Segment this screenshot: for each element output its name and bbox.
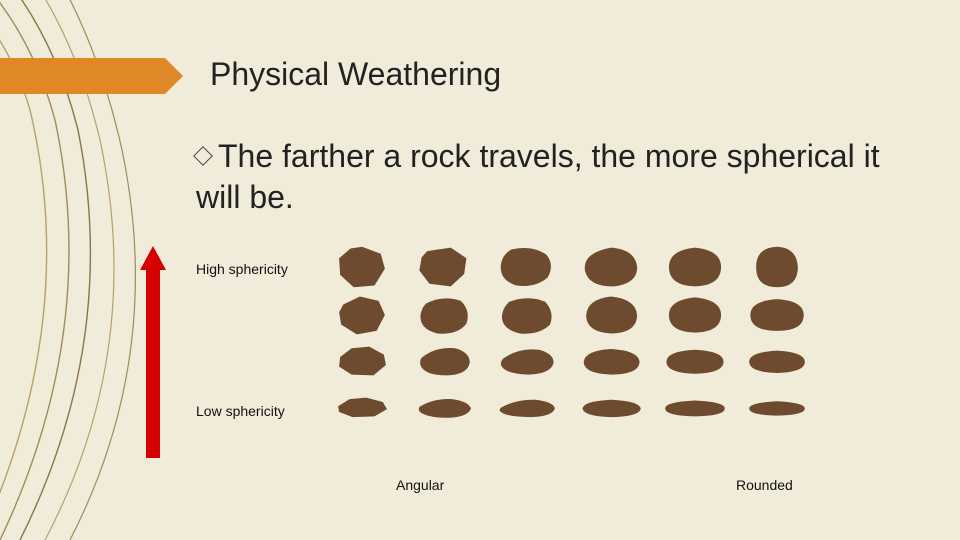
vertical-arrow: [140, 246, 166, 458]
title-banner: [0, 58, 165, 94]
rock-shard-angular: [336, 389, 388, 425]
rock-blob-rough: [496, 245, 556, 289]
arrow-head-icon: [140, 246, 166, 270]
rock-flat-mid: [496, 341, 556, 381]
col-label-rounded: Rounded: [736, 477, 793, 493]
rock-shard-smooth: [664, 389, 726, 425]
rock-oval-wide: [748, 293, 806, 337]
rock-hex-angular: [336, 245, 388, 289]
rock-blob-round: [580, 245, 642, 289]
col-label-angular: Angular: [396, 477, 444, 493]
rock-flat-oval: [748, 341, 806, 381]
rock-blob-smooth: [664, 245, 726, 289]
rock-lump-rough: [416, 293, 472, 337]
rock-lump-mid: [496, 293, 556, 337]
rock-lump-angular: [336, 293, 388, 337]
row-label-low: Low sphericity: [196, 403, 285, 419]
arrow-shaft: [146, 268, 160, 458]
body-text: The farther a rock travels, the more sph…: [196, 136, 896, 218]
sphericity-chart: High sphericity Low sphericity Angular R…: [196, 245, 836, 495]
rock-shard-rough: [416, 389, 472, 425]
rock-lump-smooth: [664, 293, 726, 337]
diamond-bullet-icon: [193, 146, 213, 166]
rock-oval-tall: [748, 245, 806, 289]
rock-flat-angular: [336, 341, 388, 381]
rock-flat-round: [580, 341, 642, 381]
body-text-content: The farther a rock travels, the more sph…: [196, 138, 880, 215]
rock-flat-rough: [416, 341, 472, 381]
slide-title: Physical Weathering: [210, 56, 501, 93]
rock-blob-angular: [416, 245, 472, 289]
rock-shard-mid: [496, 389, 556, 425]
rock-shard-round: [580, 389, 642, 425]
rock-lump-round: [580, 293, 642, 337]
rock-shard-oval: [748, 389, 806, 425]
rock-flat-smooth: [664, 341, 726, 381]
row-label-high: High sphericity: [196, 261, 288, 277]
